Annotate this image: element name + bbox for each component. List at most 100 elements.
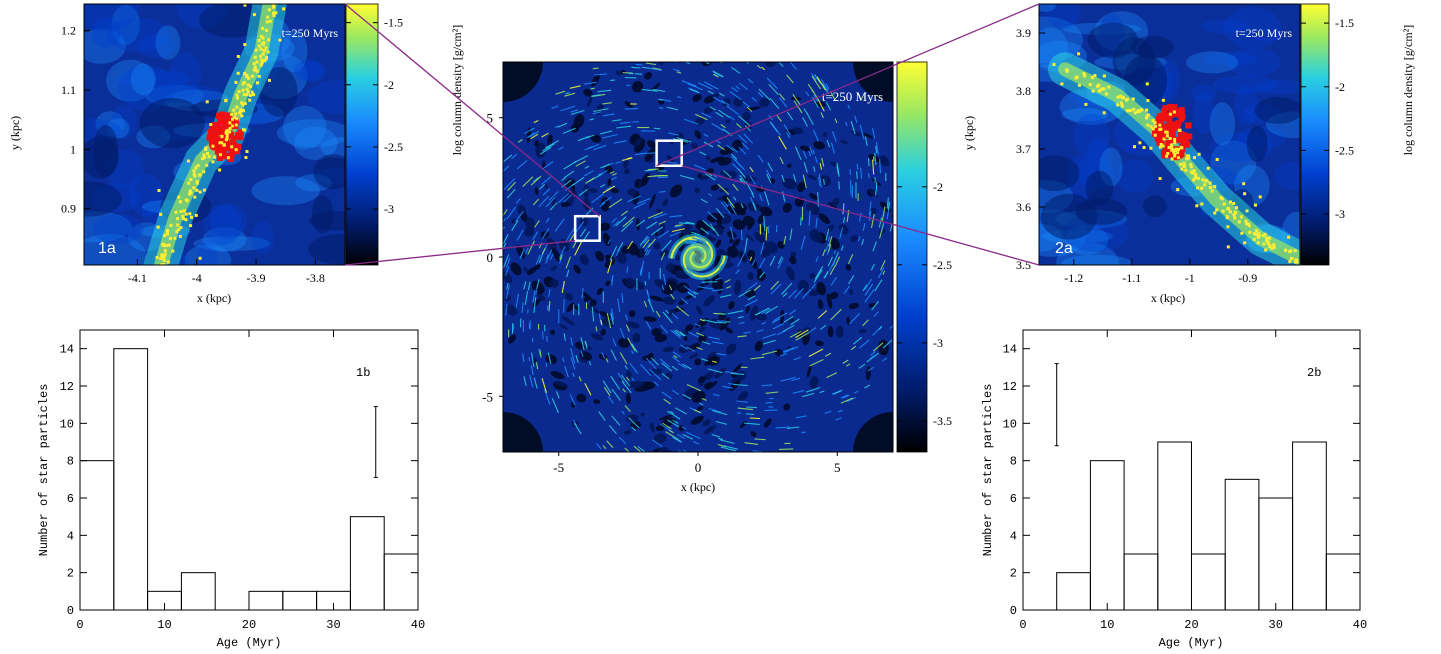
star-particle xyxy=(1145,116,1149,120)
filament xyxy=(528,356,531,362)
star-particle xyxy=(1208,186,1212,189)
star-particle xyxy=(1228,210,1232,214)
filament xyxy=(646,249,651,256)
filament xyxy=(704,81,719,90)
filament xyxy=(620,210,628,217)
star-particle xyxy=(1191,171,1195,175)
filament xyxy=(692,236,701,241)
star-particle xyxy=(246,83,250,87)
filament xyxy=(793,100,803,114)
star-particle xyxy=(1201,178,1205,182)
filament xyxy=(699,249,704,255)
filament xyxy=(671,228,685,233)
filament xyxy=(652,439,663,448)
filament xyxy=(516,229,524,241)
filament xyxy=(621,157,633,162)
star-particle xyxy=(272,14,276,17)
young-star xyxy=(1171,104,1178,111)
star-particle xyxy=(1145,108,1149,112)
star-particle xyxy=(1272,243,1276,247)
filament xyxy=(766,77,778,90)
void xyxy=(816,281,826,296)
star-particle xyxy=(262,49,266,53)
filament xyxy=(653,127,661,130)
young-star xyxy=(217,117,224,124)
filament xyxy=(720,294,732,298)
star-particle xyxy=(1176,156,1180,160)
gas-cloud xyxy=(1274,161,1300,190)
void xyxy=(653,433,667,444)
spiral-arm xyxy=(682,245,726,278)
star-particle xyxy=(182,217,186,221)
gas-cloud xyxy=(203,204,242,246)
void xyxy=(763,418,772,428)
void xyxy=(577,357,588,363)
hist-bar xyxy=(113,348,149,611)
void xyxy=(624,168,630,175)
filament xyxy=(830,142,836,154)
filament xyxy=(488,239,492,246)
void xyxy=(826,293,833,309)
star-particle xyxy=(244,74,248,78)
filament xyxy=(717,321,727,324)
star-particle xyxy=(240,114,244,118)
filament xyxy=(578,188,588,197)
star-particle xyxy=(1256,241,1260,245)
filament xyxy=(600,130,613,135)
panel-2a-frame xyxy=(1038,3,1301,266)
star-particle xyxy=(1158,123,1162,127)
star-particle xyxy=(1294,260,1297,264)
void xyxy=(605,280,611,286)
void xyxy=(511,218,518,224)
void xyxy=(661,287,674,295)
filament xyxy=(609,245,618,261)
filament xyxy=(607,396,614,404)
panel-2a: t=250 Myrs 2a -1.2 -1.1 -1 -0.93.53.63.73.8… xyxy=(962,3,1415,305)
void xyxy=(674,254,680,261)
star-particle xyxy=(1125,109,1129,113)
gas-cloud xyxy=(1115,159,1154,193)
filament xyxy=(631,377,635,382)
filament xyxy=(726,105,739,115)
filament xyxy=(561,280,565,293)
filament xyxy=(805,91,810,97)
filament xyxy=(703,456,711,459)
void xyxy=(649,193,656,209)
void xyxy=(805,202,820,216)
filament xyxy=(627,195,642,203)
x-tick-label: -5 xyxy=(553,460,564,475)
filament xyxy=(722,453,726,454)
star-particle xyxy=(189,191,193,195)
star-particle xyxy=(203,155,207,159)
gas-cloud xyxy=(84,234,147,265)
filament xyxy=(880,260,886,271)
star-particle xyxy=(1158,177,1162,180)
young-star xyxy=(1184,141,1191,148)
filament xyxy=(641,88,658,92)
filament xyxy=(712,96,725,105)
star-particle xyxy=(192,169,196,173)
void xyxy=(800,145,811,152)
filament xyxy=(530,175,542,186)
filament xyxy=(726,197,735,209)
void xyxy=(508,334,517,344)
young-star xyxy=(220,149,227,156)
y-tick-label: 1.1 xyxy=(61,83,76,97)
star-particle xyxy=(1226,225,1230,229)
star-particle xyxy=(1193,176,1197,180)
y-tick-label: 0.9 xyxy=(61,202,76,216)
filament xyxy=(808,210,811,226)
star-particle xyxy=(1119,94,1123,98)
filament xyxy=(676,137,692,143)
star-particle xyxy=(1254,203,1257,207)
filament xyxy=(561,177,566,182)
panel-2a-label: 2a xyxy=(1055,240,1073,257)
filament xyxy=(639,268,642,275)
star-particle xyxy=(211,144,215,148)
star-particle xyxy=(226,156,230,160)
filament xyxy=(698,82,713,90)
connector-2a-top xyxy=(656,3,1040,167)
filament xyxy=(699,318,705,322)
filament xyxy=(763,215,766,232)
